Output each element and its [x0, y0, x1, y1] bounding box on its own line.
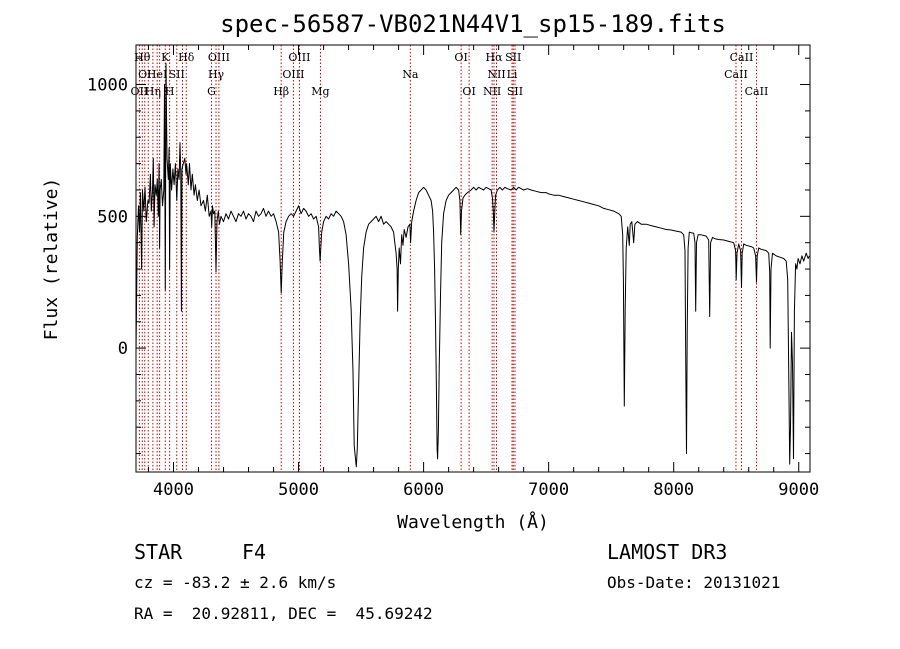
x-tick-label: 4000 — [153, 480, 194, 500]
line-marker-label: SII — [507, 85, 523, 98]
line-marker-label: CaII — [730, 51, 754, 64]
line-marker-label: NII — [487, 68, 505, 81]
line-marker-label: HeI — [147, 68, 167, 81]
line-marker-label: Hα — [485, 51, 503, 64]
line-marker-label: OIII — [288, 51, 310, 64]
line-marker-label: Hγ — [208, 68, 225, 81]
line-marker-label: Hθ — [134, 51, 151, 64]
line-marker-label: OIII — [282, 68, 304, 81]
x-tick-label: 8000 — [653, 480, 694, 500]
x-tick-label: 6000 — [403, 480, 444, 500]
line-marker-labels: OII Hθ OI Hη HeI K H SII Hδ G Hγ OIII Hβ OIII OIII Mg Na… — [131, 51, 769, 98]
line-marker-label: Hδ — [178, 51, 195, 64]
y-axis-label: Flux (relative) — [41, 178, 62, 341]
y-tick-label: 0 — [118, 339, 128, 359]
line-marker-label: SII — [169, 68, 185, 81]
line-marker-label: Hη — [145, 85, 161, 98]
line-marker-label: CaII — [745, 85, 769, 98]
line-marker-label: CaII — [724, 68, 748, 81]
obs-date: Obs-Date: 20131021 — [607, 573, 781, 592]
spectral-subclass: F4 — [242, 540, 267, 564]
line-markers — [138, 45, 757, 472]
line-marker-label: OI — [138, 68, 151, 81]
line-marker-label: NII — [483, 85, 501, 98]
chart-title: spec-56587-VB021N44V1_sp15-189.fits — [220, 10, 726, 38]
line-marker-label: OI — [454, 51, 467, 64]
x-tick-label: 9000 — [778, 480, 819, 500]
coordinates-readout: RA = 20.92811, DEC = 45.69242 — [134, 604, 433, 623]
plot-frame — [135, 44, 811, 473]
x-tick-label: 5000 — [278, 480, 319, 500]
object-class: STAR — [134, 540, 183, 564]
line-marker-label: G — [207, 85, 216, 98]
line-marker-label: Na — [402, 68, 419, 81]
y-tick-label: 1000 — [87, 76, 128, 96]
line-marker-label: OIII — [208, 51, 230, 64]
line-marker-label: H — [165, 85, 175, 98]
redshift-readout: cz = -83.2 ± 2.6 km/s — [134, 573, 337, 592]
y-tick-label: 500 — [97, 207, 128, 227]
axis-tick-labels: 4000 5000 6000 7000 8000 9000 0 500 1000 — [87, 76, 819, 500]
line-marker-label: Hβ — [273, 85, 289, 98]
x-tick-label: 7000 — [528, 480, 569, 500]
axis-ticks — [136, 45, 810, 472]
flux-series-line — [135, 63, 810, 468]
survey-name: LAMOST DR3 — [607, 540, 728, 564]
line-marker-label: OI — [462, 85, 475, 98]
line-marker-label: K — [161, 51, 170, 64]
line-marker-label: Li — [507, 68, 518, 81]
line-marker-label: OII — [131, 85, 149, 98]
x-axis-label: Wavelength (Å) — [397, 511, 549, 533]
line-marker-label: SII — [505, 51, 521, 64]
line-marker-label: Mg — [311, 85, 329, 98]
